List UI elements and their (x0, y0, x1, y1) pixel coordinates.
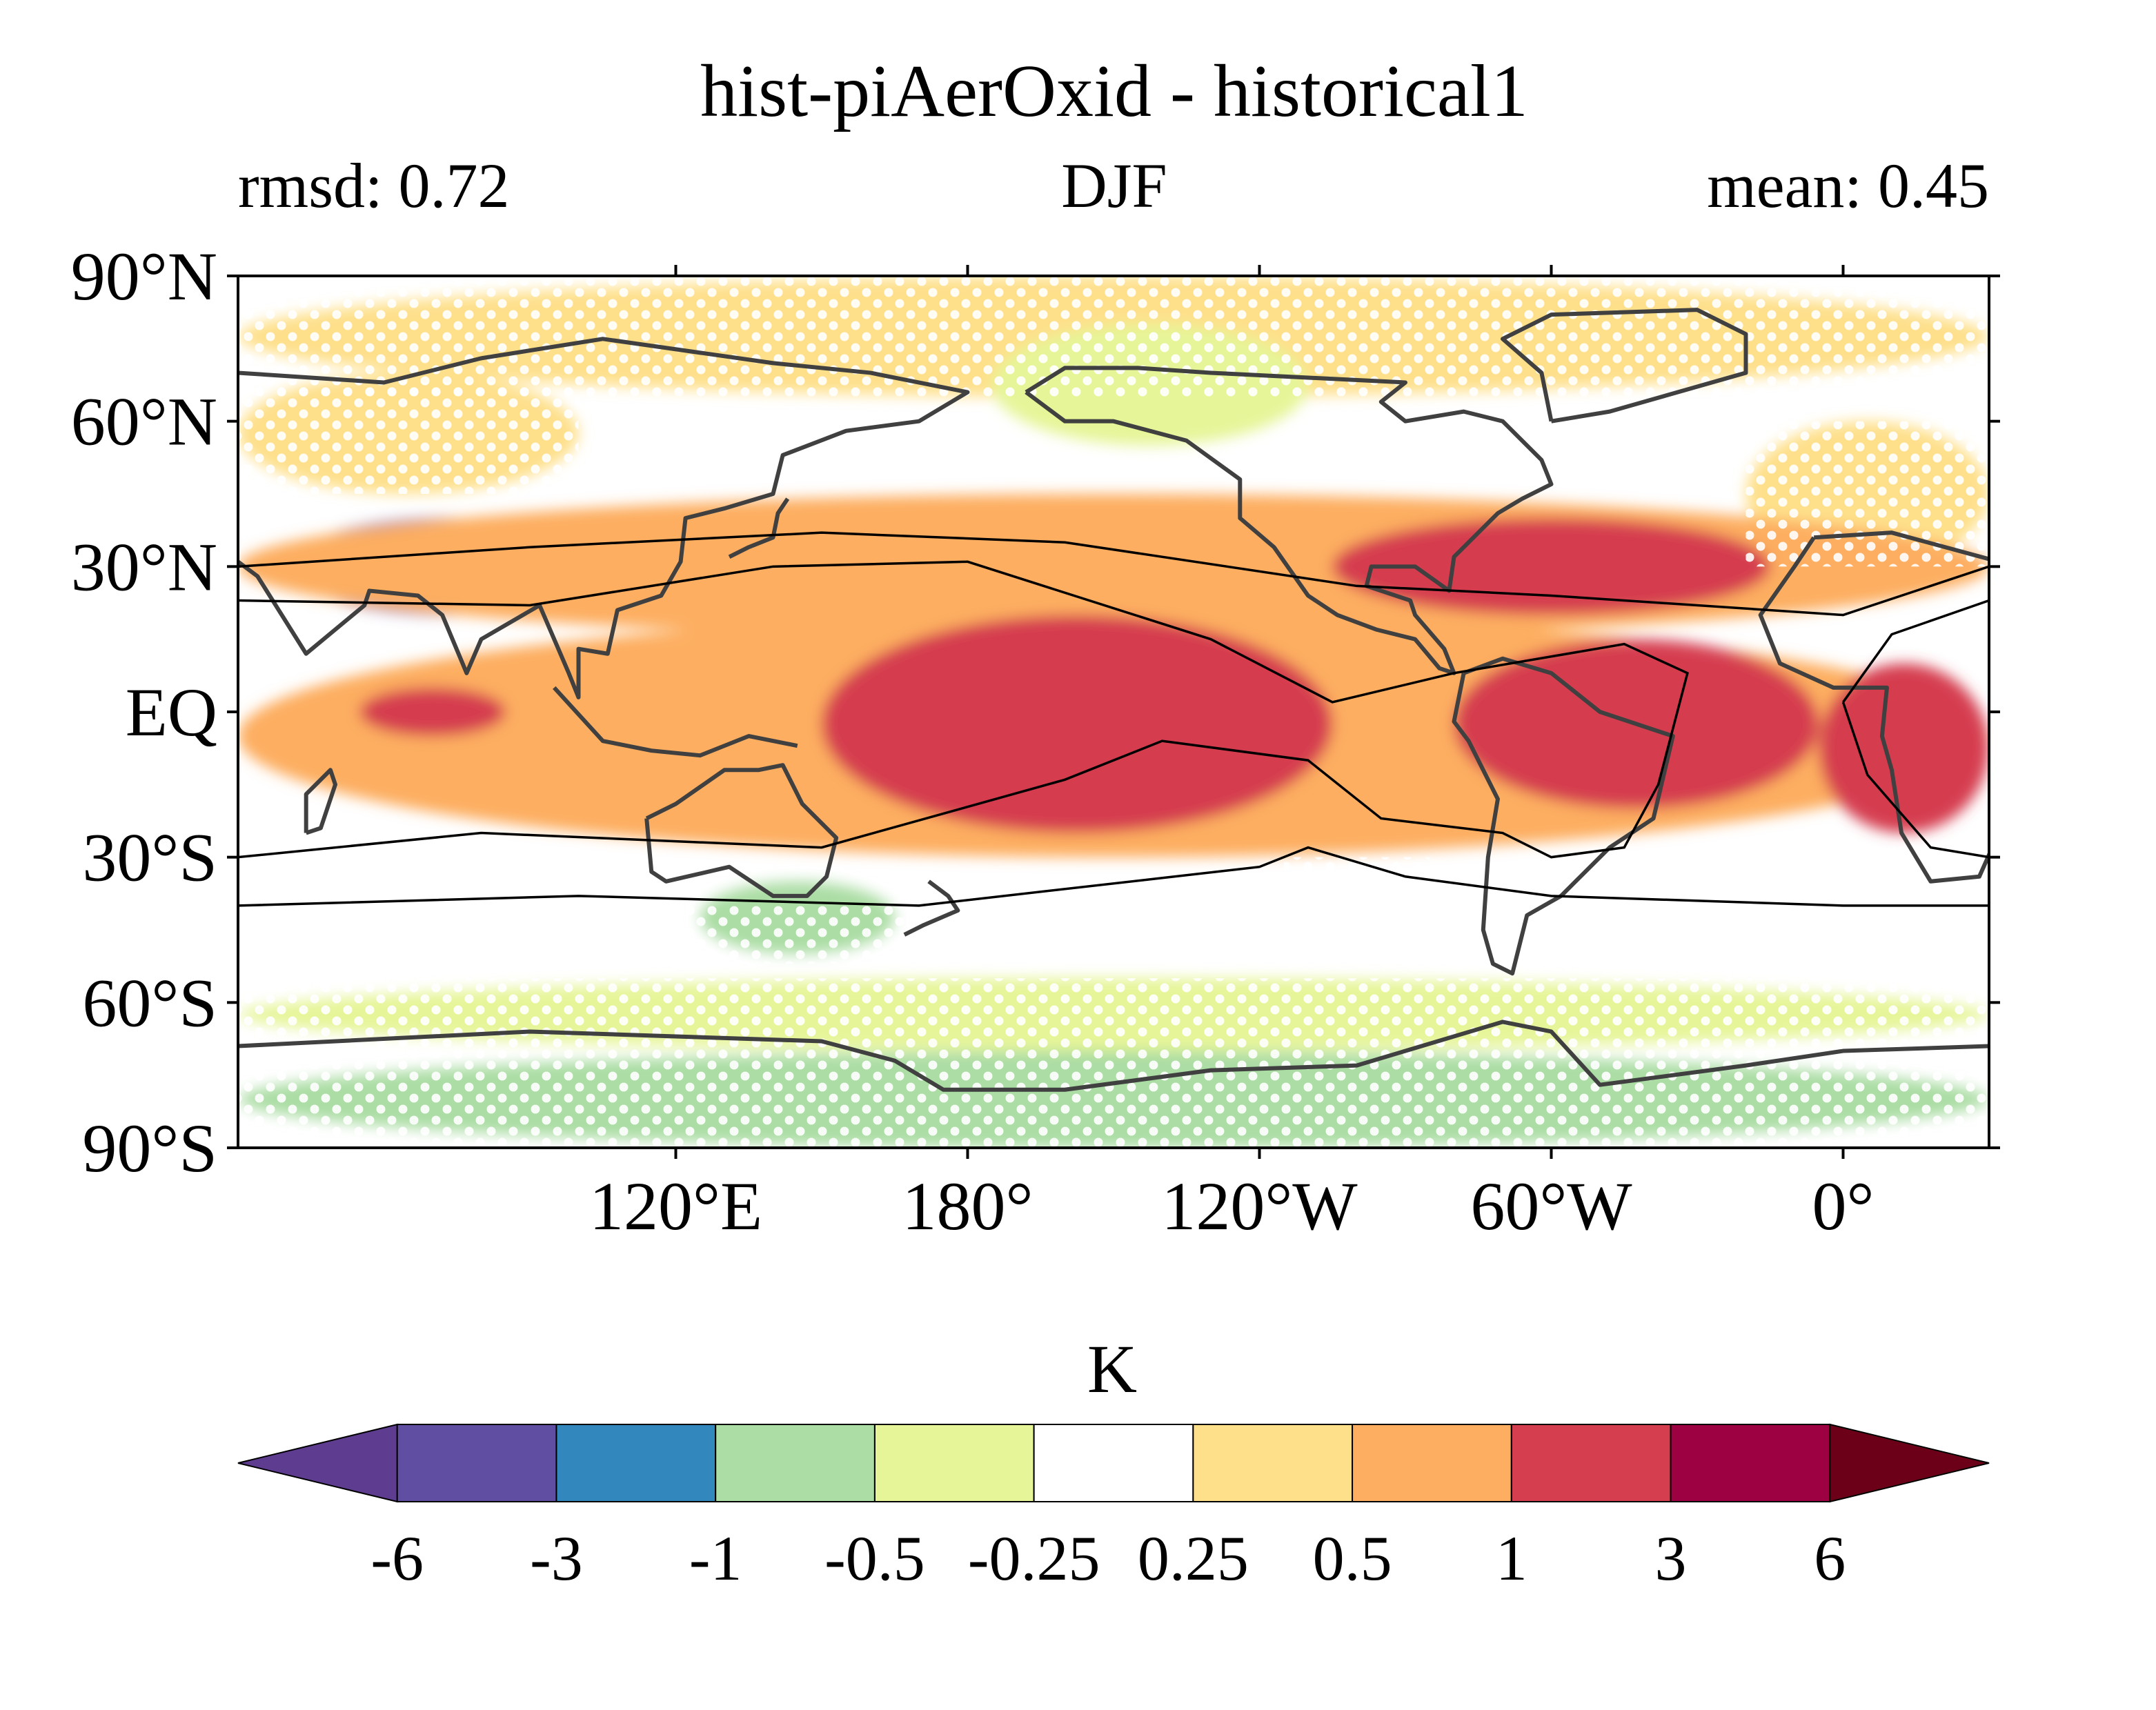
subtitle-left: rmsd: 0.72 (238, 150, 510, 221)
colorbar-segment (1829, 1423, 1990, 1503)
coastline (1758, 530, 1989, 884)
coastline (238, 1020, 1989, 1092)
coastline (728, 497, 790, 559)
colorbar-segment (1033, 1424, 1194, 1502)
colorbar-tick-label: 6 (1814, 1523, 1846, 1593)
subtitle-right: mean: 0.45 (1707, 150, 1989, 221)
coastline-layer (238, 308, 1989, 1092)
colorbar-tick-label: -3 (530, 1523, 583, 1593)
colorbar-tick-label: 0.5 (1313, 1523, 1392, 1593)
colorbar-segment (237, 1423, 398, 1503)
colorbar-tick-label: -1 (689, 1523, 742, 1593)
y-tick-label: 90°N (71, 238, 217, 315)
map-area (238, 276, 1989, 1148)
y-tick-label: 30°N (71, 528, 217, 605)
x-tick-label: 60°W (1470, 1168, 1632, 1244)
coastline (1452, 656, 1675, 976)
colorbar-segment (873, 1424, 1035, 1502)
x-tick-label: 0° (1812, 1168, 1875, 1244)
contour-line (238, 531, 1989, 617)
chart-title: hist-piAerOxid - historical1 (700, 50, 1528, 132)
colorbar-label: K (1087, 1331, 1137, 1407)
coastline (238, 337, 970, 699)
stipple-patch (238, 833, 384, 882)
colorbar-tick-label: -6 (370, 1523, 424, 1593)
y-tick-label: 60°S (82, 964, 217, 1041)
colorbar: -6 -3 -1 -0.5 -0.25 0.25 0.5 1 3 6 (237, 1423, 1990, 1593)
contour-layer (238, 531, 1989, 907)
contour-line (1842, 599, 1989, 703)
stipple-patch (578, 905, 944, 964)
stipple-patch (238, 276, 1989, 397)
x-tick-label: 120°E (589, 1168, 762, 1244)
coastline (903, 879, 960, 937)
colorbar-segment (1192, 1424, 1354, 1502)
subtitle-center: DJF (1061, 150, 1167, 221)
colorbar-segment (1670, 1424, 1831, 1502)
contour-line (238, 560, 1689, 859)
y-tick-label: 60°N (71, 384, 217, 460)
colorbar-segment (1352, 1424, 1512, 1502)
x-tick-label: 180° (902, 1168, 1034, 1244)
coastline (304, 768, 337, 835)
y-tick-label: EQ (126, 674, 217, 750)
y-tick-label: 30°S (82, 819, 217, 896)
x-tick-label: 120°W (1161, 1168, 1358, 1244)
coastline (553, 686, 798, 758)
coastline (1025, 366, 1554, 675)
colorbar-tick-label: -0.5 (824, 1523, 925, 1593)
stipple-patch (1745, 421, 1989, 567)
stipple-patch (238, 978, 1989, 1148)
colorbar-tick-label: 0.25 (1138, 1523, 1249, 1593)
colorbar-tick-label: 1 (1496, 1523, 1527, 1593)
coastline (1501, 308, 1748, 424)
stippling-layer (238, 276, 1989, 1148)
stipple-patch (238, 382, 579, 494)
anomaly-region (359, 687, 506, 737)
y-tick-label: 90°S (82, 1110, 217, 1186)
colorbar-segment (396, 1424, 557, 1502)
stipple-patch (1283, 857, 1430, 906)
anomaly-region (1819, 663, 1989, 833)
anomaly-region (822, 615, 1333, 833)
contour-line (238, 846, 1989, 907)
colorbar-segment (1510, 1424, 1672, 1502)
colorbar-tick-label: 3 (1655, 1523, 1687, 1593)
coastline (644, 763, 839, 898)
colorbar-segment (715, 1424, 876, 1502)
colorbar-tick-label: -0.25 (968, 1523, 1100, 1593)
colorbar-segment (555, 1424, 717, 1502)
contour-line (1841, 702, 1989, 859)
